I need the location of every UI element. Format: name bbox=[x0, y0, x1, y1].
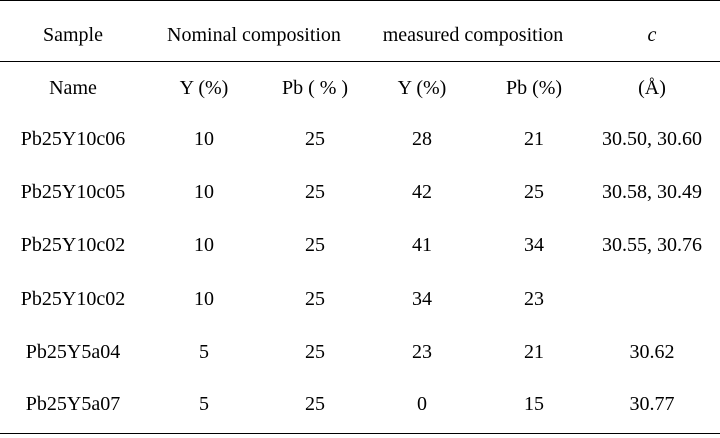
table-header-rule bbox=[0, 61, 720, 62]
table-cell: 25 bbox=[524, 181, 544, 203]
table-cell: 25 bbox=[305, 288, 325, 310]
table-cell: 25 bbox=[305, 234, 325, 256]
table-cell: 41 bbox=[412, 234, 432, 256]
table-cell: 30.50, 30.60 bbox=[602, 128, 702, 150]
table-cell: Pb25Y5a07 bbox=[25, 393, 121, 415]
header-measured-composition: measured composition bbox=[382, 24, 564, 46]
header-c-unit: (Å) bbox=[638, 77, 666, 99]
table-cell: 10 bbox=[194, 288, 214, 310]
header-c: c bbox=[647, 24, 657, 46]
table-cell: 25 bbox=[305, 181, 325, 203]
table-cell: 30.55, 30.76 bbox=[602, 234, 702, 256]
table-cell: 30.58, 30.49 bbox=[602, 181, 702, 203]
header-nominal-composition: Nominal composition bbox=[167, 24, 341, 46]
table-cell: Pb25Y5a04 bbox=[25, 341, 121, 363]
header-name: Name bbox=[49, 77, 97, 99]
table-bottom-rule bbox=[0, 433, 720, 434]
table-cell: 28 bbox=[412, 128, 432, 150]
header-sample: Sample bbox=[43, 24, 103, 46]
header-measured-y: Y (%) bbox=[397, 77, 447, 99]
table-cell: Pb25Y10c06 bbox=[20, 128, 126, 150]
table-top-rule bbox=[0, 0, 720, 1]
table-cell: 10 bbox=[194, 128, 214, 150]
table-cell: Pb25Y10c02 bbox=[20, 288, 126, 310]
table-cell: 21 bbox=[524, 341, 544, 363]
table-cell: 0 bbox=[417, 393, 427, 415]
table-cell: 34 bbox=[412, 288, 432, 310]
table-cell: 25 bbox=[305, 128, 325, 150]
table-cell: 23 bbox=[412, 341, 432, 363]
table-cell: 25 bbox=[305, 341, 325, 363]
table-cell: 5 bbox=[199, 393, 209, 415]
table-cell: 21 bbox=[524, 128, 544, 150]
table-cell: 10 bbox=[194, 181, 214, 203]
table-cell: 10 bbox=[194, 234, 214, 256]
table-cell: 30.62 bbox=[629, 341, 675, 363]
table-cell: 34 bbox=[524, 234, 544, 256]
table-cell: 25 bbox=[305, 393, 325, 415]
header-measured-pb: Pb (%) bbox=[505, 77, 563, 99]
table-cell: 5 bbox=[199, 341, 209, 363]
table-cell: 30.77 bbox=[629, 393, 675, 415]
header-nominal-y: Y (%) bbox=[179, 77, 229, 99]
table-cell: Pb25Y10c02 bbox=[20, 234, 126, 256]
table-cell: 15 bbox=[524, 393, 544, 415]
table-cell: Pb25Y10c05 bbox=[20, 181, 126, 203]
table-cell: 42 bbox=[412, 181, 432, 203]
table-cell: 23 bbox=[524, 288, 544, 310]
header-nominal-pb: Pb ( % ) bbox=[281, 77, 349, 99]
